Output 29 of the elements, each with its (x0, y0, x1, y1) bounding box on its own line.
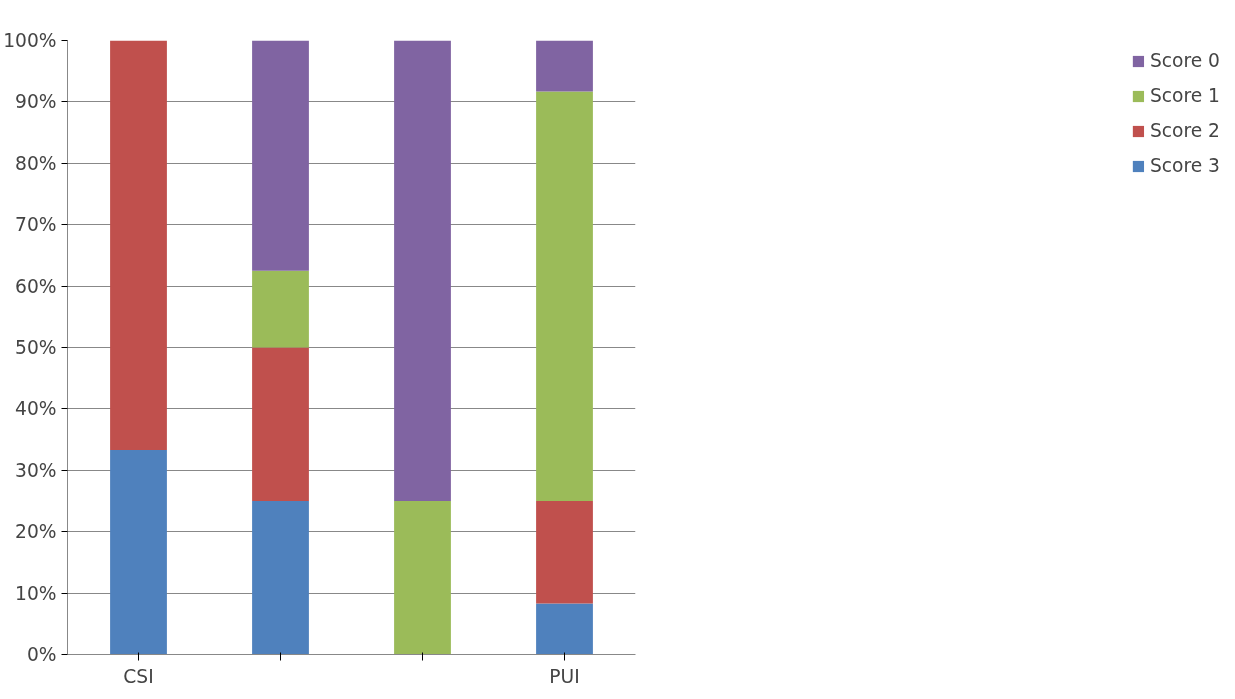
bar (252, 501, 309, 655)
y-tick-label: 10% (15, 582, 57, 604)
bar (252, 347, 309, 501)
legend-label: Score 1 (1149, 85, 1220, 106)
x-tick-label: PUI (549, 665, 580, 687)
bar (536, 91, 593, 501)
bar (252, 270, 309, 348)
y-tick-label: 60% (15, 275, 57, 297)
legend-label: Score 0 (1149, 50, 1220, 71)
bar (394, 501, 451, 655)
y-tick-label: 100% (3, 30, 57, 51)
y-tick-label: 80% (15, 152, 57, 174)
bar (536, 40, 593, 92)
y-tick-label: 90% (15, 91, 57, 113)
y-tick-label: 30% (15, 459, 57, 481)
bar (110, 450, 167, 655)
legend-label: Score 3 (1149, 155, 1220, 176)
legend-label: Score 2 (1149, 120, 1220, 141)
bar (394, 40, 451, 501)
y-tick-label: 70% (15, 214, 57, 236)
y-tick-label: 40% (15, 398, 57, 420)
y-tick-label: 20% (15, 521, 57, 543)
x-tick-label: CSI (123, 665, 154, 687)
bar (252, 40, 309, 271)
bar (110, 40, 167, 451)
bar (536, 501, 593, 604)
y-tick-label: 0% (26, 644, 57, 665)
y-tick-label: 50% (15, 337, 57, 358)
bar (536, 603, 593, 655)
